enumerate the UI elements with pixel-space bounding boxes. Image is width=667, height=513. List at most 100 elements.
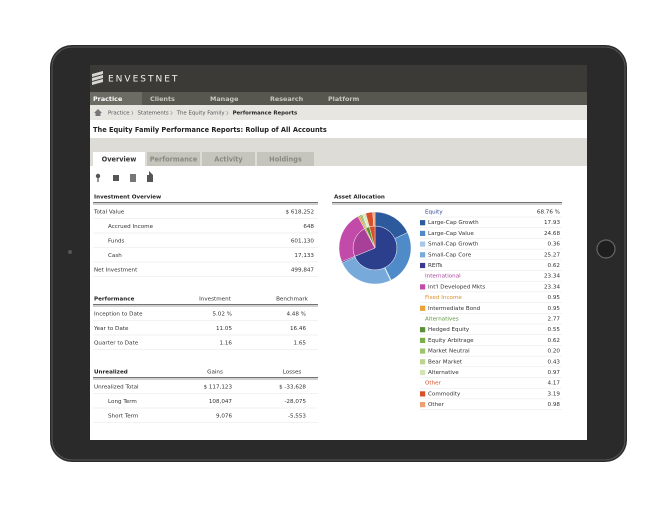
legend-value: 0.20 xyxy=(548,349,561,355)
legend-label: REITs xyxy=(428,263,443,269)
legend-value: 0.36 xyxy=(548,242,561,248)
home-button xyxy=(596,239,616,259)
row-value: $ 117,123 xyxy=(204,385,233,391)
nav-item[interactable]: Platform xyxy=(328,95,360,103)
tab-label[interactable]: Holdings xyxy=(269,156,302,164)
section-title: Unrealized xyxy=(94,370,128,376)
breadcrumb-separator xyxy=(131,110,134,116)
app-header xyxy=(90,65,587,92)
legend-group: Fixed Income xyxy=(425,295,462,301)
legend-label: Bear Market xyxy=(428,359,463,365)
row-label: Total Value xyxy=(93,210,125,216)
row-value: 499,847 xyxy=(291,268,315,274)
column-header: Gains xyxy=(207,370,223,376)
legend-label: Equity Arbitrage xyxy=(428,338,474,344)
legend-label: Large-Cap Growth xyxy=(428,220,479,226)
column-header: Benchmark xyxy=(276,297,309,303)
legend-group: International xyxy=(425,274,461,280)
tab[interactable] xyxy=(147,152,200,166)
legend-swatch xyxy=(420,402,426,408)
row-label: Unrealized Total xyxy=(94,385,139,391)
row-label: Year to Date xyxy=(93,326,129,332)
pie-outer-wedge xyxy=(372,211,376,227)
legend-group-value: 4.17 xyxy=(548,381,561,387)
legend-value: 24.68 xyxy=(544,231,560,237)
tab[interactable] xyxy=(202,152,255,166)
row-value: -28,075 xyxy=(284,399,306,405)
legend-value: 0.98 xyxy=(548,402,561,408)
section-title: Investment Overview xyxy=(94,195,161,201)
legend-group: Alternatives xyxy=(425,317,459,323)
legend-label: Hedged Equity xyxy=(428,327,470,333)
tab[interactable] xyxy=(93,152,145,166)
nav-active xyxy=(90,92,142,105)
row-value: 17,133 xyxy=(294,253,314,259)
nav-item[interactable]: Clients xyxy=(150,95,175,103)
row-label: Net Investment xyxy=(94,268,138,274)
column-header: Losses xyxy=(283,370,302,376)
toolbar xyxy=(95,171,153,182)
breadcrumb-item[interactable]: Statements xyxy=(138,111,169,117)
legend-label: Alternative xyxy=(428,370,459,376)
row-label: Accrued Income xyxy=(108,224,154,230)
legend-value: 0.62 xyxy=(548,263,560,269)
legend-group-value: 0.95 xyxy=(548,295,561,301)
legend-swatch xyxy=(420,230,426,236)
section-title: Asset Allocation xyxy=(334,195,385,201)
column-header: Investment xyxy=(199,297,231,303)
tab-label[interactable]: Activity xyxy=(214,156,243,164)
legend-group: Other xyxy=(425,381,442,387)
legend-label: Market Neutral xyxy=(428,349,470,355)
legend-swatch xyxy=(420,359,426,365)
breadcrumb-separator xyxy=(226,110,229,116)
row-label: Long Term xyxy=(108,399,137,405)
home-icon xyxy=(94,109,102,116)
section-title: Performance xyxy=(94,297,135,303)
row-value: 11.05 xyxy=(216,326,232,332)
legend-value: 3.19 xyxy=(548,391,561,397)
row-value: 5.02 % xyxy=(212,312,232,318)
legend-value: 0.55 xyxy=(548,327,561,333)
screen xyxy=(90,65,587,440)
breadcrumb-item: Performance Reports xyxy=(233,111,298,117)
legend-group-value: 2.77 xyxy=(548,317,561,323)
legend-label: Commodity xyxy=(428,391,461,397)
breadcrumb-bar xyxy=(90,105,587,120)
legend-swatch xyxy=(420,241,426,247)
row-label: Inception to Date xyxy=(94,312,143,318)
nav-item[interactable]: Research xyxy=(270,95,304,103)
legend-swatch xyxy=(420,220,426,226)
row-value: 648 xyxy=(303,224,314,230)
legend-value: 0.62 xyxy=(548,338,560,344)
legend-value: 23.34 xyxy=(544,284,560,290)
row-value: 9,076 xyxy=(216,414,232,420)
row-label: Quarter to Date xyxy=(94,341,139,347)
legend-swatch xyxy=(420,305,426,311)
legend-swatch xyxy=(420,391,426,397)
breadcrumb-item[interactable]: The Equity Family xyxy=(176,111,226,117)
row-value: -5,553 xyxy=(288,414,306,420)
legend-swatch xyxy=(420,284,426,290)
legend-swatch xyxy=(420,262,426,269)
legend-value: 0.97 xyxy=(548,370,561,376)
nav-item[interactable]: Practice xyxy=(93,95,123,103)
legend-swatch xyxy=(420,327,426,333)
row-value: 16.46 xyxy=(290,326,306,332)
legend-group-value: 23.34 xyxy=(544,274,560,280)
nav-item[interactable]: Manage xyxy=(210,95,239,103)
breadcrumb-item[interactable]: Practice xyxy=(108,111,130,117)
legend-value: 17.93 xyxy=(544,220,560,226)
tab-label[interactable]: Overview xyxy=(102,156,137,164)
tab-label[interactable]: Performance xyxy=(150,156,198,164)
row-value: $ -33,628 xyxy=(279,385,306,391)
row-value: $ 618,252 xyxy=(286,210,314,216)
row-value: 1.16 xyxy=(220,341,233,347)
legend-value: 25.27 xyxy=(544,252,560,258)
tab[interactable] xyxy=(257,152,314,166)
row-label: Cash xyxy=(108,253,122,259)
legend-swatch xyxy=(420,369,426,376)
row-value: 601,130 xyxy=(291,239,315,245)
legend-value: 0.95 xyxy=(548,306,561,312)
legend-label: Small-Cap Growth xyxy=(428,242,479,248)
